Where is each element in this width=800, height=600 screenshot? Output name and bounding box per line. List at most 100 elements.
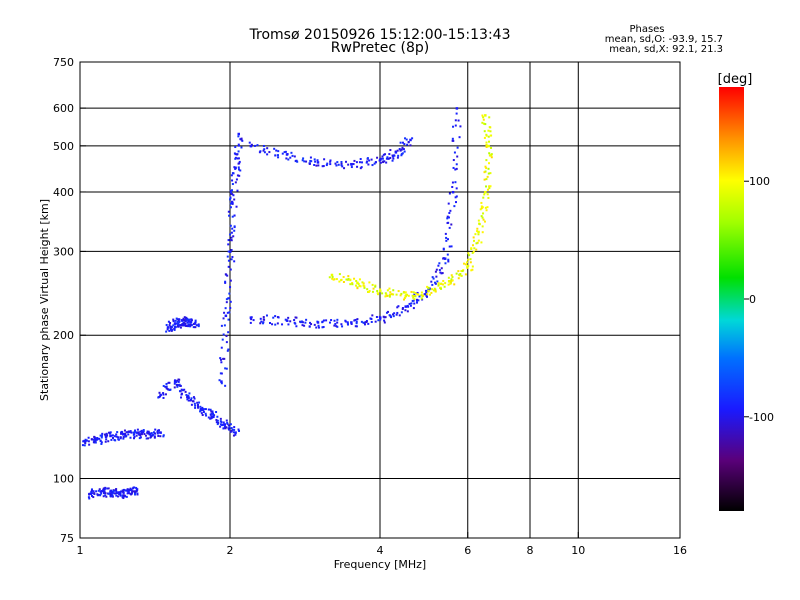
data-point (122, 437, 125, 440)
data-point (186, 318, 189, 321)
data-point (455, 187, 458, 190)
data-point (197, 323, 200, 326)
data-point (425, 289, 428, 292)
data-point (361, 161, 364, 164)
data-point (413, 293, 416, 296)
data-point (369, 317, 372, 320)
data-point (485, 167, 488, 170)
data-point (329, 159, 332, 162)
data-point (447, 280, 451, 283)
data-point (289, 156, 292, 159)
data-point (477, 230, 480, 234)
data-point (209, 408, 212, 411)
data-point (159, 393, 162, 397)
data-point (409, 138, 412, 142)
data-point (137, 432, 140, 435)
data-point (488, 116, 491, 119)
data-point (262, 144, 265, 147)
data-point (362, 321, 365, 324)
data-point (225, 335, 228, 338)
data-point (92, 490, 95, 493)
data-point (313, 323, 316, 326)
data-point (395, 293, 398, 296)
data-point (341, 325, 344, 328)
data-point (446, 222, 449, 225)
data-point (229, 307, 232, 310)
data-point (216, 415, 219, 418)
data-point (237, 150, 240, 153)
data-point (106, 487, 109, 490)
data-point (343, 167, 346, 170)
data-point (285, 153, 289, 156)
data-point (363, 321, 366, 324)
data-point (309, 321, 312, 324)
data-point (310, 160, 313, 163)
data-point (381, 157, 384, 160)
data-point (237, 428, 240, 431)
data-point (216, 423, 219, 426)
data-point (418, 295, 421, 298)
colorbar-ticks: 100 0 -100 (744, 175, 774, 424)
data-point (482, 218, 485, 221)
data-point (448, 192, 451, 195)
data-point (114, 489, 117, 492)
data-point (162, 392, 165, 395)
data-point (391, 159, 394, 162)
data-point (363, 323, 366, 326)
data-point (90, 490, 93, 493)
data-point (484, 114, 487, 117)
data-point (200, 412, 203, 415)
data-point (477, 233, 480, 236)
data-point (446, 215, 449, 218)
data-point (134, 491, 137, 494)
data-point (120, 430, 123, 433)
data-point (227, 427, 230, 430)
data-point (390, 293, 393, 296)
data-point (201, 414, 204, 417)
data-point (358, 278, 361, 281)
data-point (351, 283, 354, 286)
data-point (220, 324, 223, 327)
data-point (227, 331, 230, 334)
data-point (450, 245, 453, 248)
data-point (335, 325, 338, 328)
data-point (316, 161, 320, 164)
data-point (256, 144, 259, 147)
data-point (145, 437, 148, 440)
data-point (233, 198, 236, 201)
data-point (387, 157, 390, 160)
data-point (227, 424, 230, 427)
data-point (232, 172, 235, 175)
data-point (447, 260, 450, 263)
data-point (189, 321, 192, 324)
data-point (449, 209, 452, 212)
data-point (176, 324, 179, 327)
data-point (183, 388, 186, 391)
data-point (220, 372, 223, 375)
data-point (363, 285, 366, 288)
data-point (313, 158, 316, 161)
data-point (223, 425, 226, 428)
data-point (105, 438, 108, 441)
data-point (222, 421, 225, 424)
data-point (336, 318, 339, 321)
data-point (336, 161, 339, 164)
data-point (277, 150, 280, 153)
data-point (173, 382, 176, 385)
data-point (239, 169, 242, 172)
data-point (331, 275, 334, 278)
data-point (97, 489, 100, 492)
data-point (124, 432, 127, 435)
data-point (122, 488, 125, 491)
data-point (450, 274, 453, 277)
data-point (340, 163, 343, 166)
data-point (201, 406, 204, 409)
data-point (293, 319, 296, 322)
data-point (142, 429, 145, 432)
data-point (287, 323, 290, 326)
data-point (152, 431, 155, 434)
data-point (455, 107, 459, 110)
data-point (229, 191, 232, 194)
x-tick-label: 8 (527, 544, 534, 557)
